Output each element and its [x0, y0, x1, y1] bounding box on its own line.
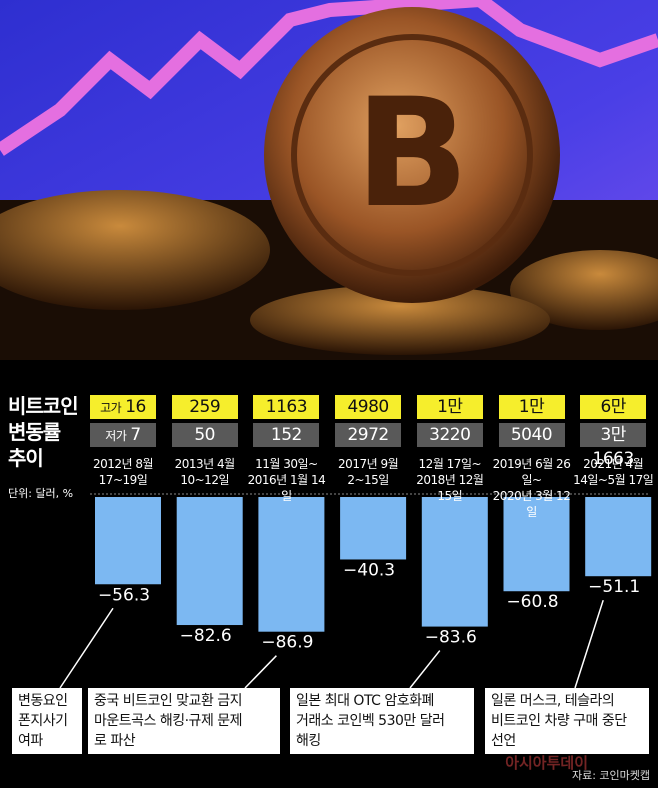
period-label: 2013년 4월 10~12일 [174, 457, 236, 487]
value-label: −82.6 [180, 626, 232, 646]
high-value: 1163 [265, 397, 308, 417]
low-price: 152 [253, 423, 320, 447]
low-value: 3220 [429, 425, 471, 445]
unit-note: 단위: 달러, % [8, 487, 74, 500]
low-price: 저가 7 [90, 423, 156, 447]
low-price: 3만1663 [580, 423, 647, 469]
period-label: 2019년 6월 26일~ 2020년 3월 12일 [492, 457, 571, 519]
high-price: 4980 [335, 395, 402, 419]
chart-title: 비트코인 변동률 추이 [8, 394, 79, 470]
high-value: 16 [125, 397, 146, 417]
low-price: 50 [171, 423, 238, 447]
value-label: −51.1 [588, 577, 640, 597]
source: 자료: 코인마켓캡 [571, 769, 650, 782]
value-label: −40.3 [343, 560, 395, 580]
photo-line [0, 0, 658, 156]
period-label: 2017년 9월 2~15일 [338, 457, 399, 487]
high-price: 259 [171, 395, 238, 419]
value-label: −60.8 [506, 592, 558, 612]
high-price: 1만9666 [416, 395, 483, 441]
coin [510, 250, 658, 330]
coin-main [264, 7, 560, 303]
coin [250, 285, 550, 355]
low-label: 저가 [105, 429, 127, 443]
period-label: 2012년 8월 17~19일 [92, 457, 154, 487]
bar [95, 497, 161, 585]
bar [421, 497, 488, 627]
value-label: −56.3 [98, 585, 150, 605]
high-price: 6만4706 [580, 395, 647, 441]
high-value: 4980 [347, 397, 389, 417]
high-value: 259 [189, 397, 221, 417]
coin [0, 190, 270, 310]
coin-symbol: B [355, 67, 469, 241]
value-label: −86.9 [261, 633, 313, 653]
high-price: 1만2867 [498, 395, 565, 441]
high-price: 1163 [253, 395, 320, 419]
low-value: 3만1663 [592, 425, 635, 469]
period-label: 11월 30일~ 2016년 1월 14일 [247, 457, 326, 503]
annotation: 일본 최대 OTC 암호화폐 거래소 코인벡 530만 달러 해킹 [290, 688, 474, 754]
coin-ring [291, 34, 533, 276]
high-price: 고가 16 [90, 395, 156, 419]
bar [258, 497, 325, 632]
value-label: −83.6 [425, 628, 477, 648]
connector [244, 655, 277, 689]
bar [503, 497, 570, 592]
annotation: 일론 머스크, 테슬라의 비트코인 차량 구매 중단 선언 [485, 688, 649, 754]
low-value: 7 [130, 425, 141, 445]
low-price: 2972 [335, 423, 402, 447]
low-value: 2972 [347, 425, 389, 445]
annotation: 변동요인 폰지사기 여파 [12, 688, 82, 754]
low-value: 152 [270, 425, 302, 445]
high-label: 고가 [100, 401, 122, 415]
connector [574, 599, 604, 689]
bars: −56.3 −82.6 −86.9 −40.3 −83.6 −60.8 −51.1 [59, 497, 652, 689]
period-label: 12월 17일~ 2018년 12월 15일 [416, 457, 484, 503]
low-price: 3220 [416, 423, 483, 447]
watermark: 아시아투데이 [505, 754, 588, 772]
bar [176, 497, 243, 626]
connector [59, 607, 114, 689]
bar [585, 497, 652, 577]
connector [409, 650, 441, 689]
low-price: 5040 [498, 423, 565, 447]
period-label: 2021년 4월 14일~5월 17일 [573, 457, 654, 487]
low-value: 5040 [510, 425, 553, 445]
low-value: 50 [194, 425, 215, 445]
annotation: 중국 비트코인 맞교환 금지 마운트곡스 해킹·규제 문제 로 파산 [88, 688, 280, 754]
bar [340, 497, 407, 560]
